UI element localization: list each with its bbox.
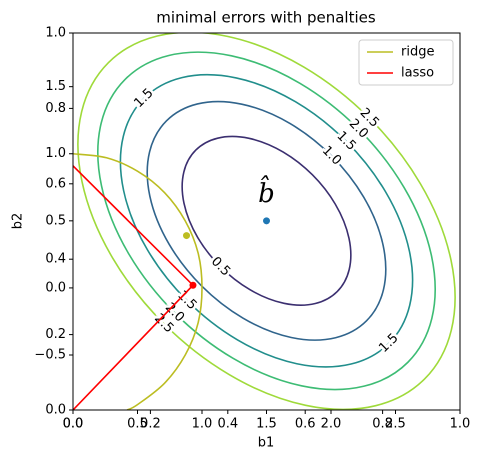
x-tick-label: 0.4	[217, 417, 238, 432]
x-tick-label: 0.2	[140, 417, 161, 432]
x-axis-label: b1	[258, 436, 275, 451]
x-tick-label: 0.6	[295, 417, 316, 432]
minimum-label: b̂	[258, 175, 275, 209]
contour-line	[97, 51, 436, 391]
contour-line	[181, 135, 352, 306]
x-tick-label: 0.8	[372, 417, 393, 432]
y-tick-label: 0.0	[45, 403, 66, 418]
x-tick-label: 1.0	[450, 417, 471, 432]
y-tick-label: 1.0	[45, 146, 66, 161]
solution-point	[189, 281, 197, 289]
x-tick-label: 0.0	[63, 417, 84, 432]
contour-label: 1.5	[131, 86, 156, 111]
y-tick-label: 0.4	[45, 252, 66, 267]
legend-label: ridge	[401, 45, 434, 60]
x-tick-label: 2.0	[321, 417, 342, 432]
x-tick-label: 1.0	[192, 417, 213, 432]
contour-line	[119, 73, 414, 368]
x-tick-label: 0.0	[63, 417, 84, 432]
y-tick-label: 0.2	[45, 327, 66, 342]
x-tick-label: 0.5	[127, 417, 148, 432]
y-tick-label: 1.0	[45, 26, 66, 41]
y-tick-label: −0.5	[34, 347, 66, 362]
x-tick-label: 2.5	[385, 417, 406, 432]
y-tick-label: 0.8	[45, 101, 66, 116]
contour-line	[77, 33, 456, 410]
x-tick-label: 1.5	[256, 417, 277, 432]
y-axis-label: b2	[11, 213, 26, 230]
y-tick-label: 1.5	[45, 79, 66, 94]
penalty-line	[73, 152, 203, 410]
y-tick-label: 0.5	[45, 213, 66, 228]
legend-label: lasso	[401, 66, 434, 81]
minimum-point	[263, 217, 270, 225]
contour-label: 1.5	[376, 331, 401, 356]
y-tick-label: 0.0	[45, 280, 66, 295]
solution-point	[183, 232, 191, 240]
y-tick-label: 0.6	[45, 176, 66, 191]
chart-title: minimal errors with penalties	[156, 9, 376, 27]
